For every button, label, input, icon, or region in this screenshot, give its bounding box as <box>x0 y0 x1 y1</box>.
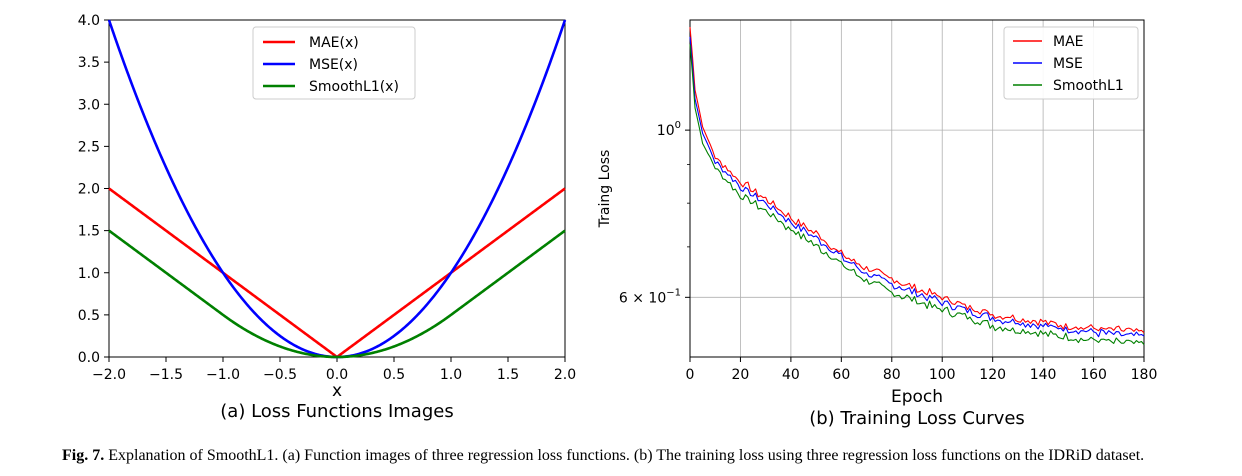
chart-b-xtick-label: 180 <box>1131 367 1158 383</box>
chart-a-legend-box <box>252 26 416 100</box>
chart-b-axes-frame <box>689 19 1145 358</box>
chart-b-xtick-label: 140 <box>1030 367 1057 383</box>
chart-b-legend-label-smoothl1: SmoothL1 <box>1053 78 1124 94</box>
chart-a-ytick-label: 2.0 <box>78 182 100 198</box>
chart-b-legend-label-mse: MSE <box>1053 56 1083 72</box>
chart-b: 0 20 40 60 80 100 120 140 160 180 100 6 × 10−1 Epoch… <box>597 19 1158 429</box>
chart-a-legend-label-smoothl1-x: SmoothL1(x) <box>309 79 399 95</box>
chart-b-ytick-label: 6 × 10−1 <box>619 287 681 306</box>
chart-b-ylabel: Traing Loss <box>597 150 613 229</box>
chart-a-ytick-label: 4.0 <box>78 13 100 29</box>
figure-caption: Fig. 7. Explanation of SmoothL1. (a) Fun… <box>62 447 1232 465</box>
caption-text: Explanation of SmoothL1. (a) Function im… <box>108 447 1145 464</box>
caption-label: Fig. 7. <box>62 447 105 464</box>
chart-b-xtick-label: 0 <box>686 367 695 383</box>
chart-a-xtick-label: 1.5 <box>497 367 519 383</box>
chart-a: −2.0 −1.5 −1.0 −0.5 0.0 0.5 1.0 1.5 2.0 0.0 0.5 1.0… <box>78 13 576 422</box>
chart-a-ytick-label: 2.5 <box>78 139 100 155</box>
chart-a-xtick-label: −1.0 <box>206 367 240 383</box>
chart-a-ytick-label: 3.0 <box>78 97 100 113</box>
chart-b-series-smoothl1 <box>689 44 1145 345</box>
chart-a-ytick-label: 1.0 <box>78 266 100 282</box>
chart-b-xtick-label: 100 <box>929 367 956 383</box>
chart-b-legend-label-mae: MAE <box>1053 34 1084 50</box>
chart-a-xtick-label: −0.5 <box>263 367 297 383</box>
chart-a-ytick-label: 1.5 <box>78 224 100 240</box>
chart-a-legend: MAE(x) MSE(x) SmoothL1(x) <box>252 26 416 100</box>
chart-a-legend-label-mse-x: MSE(x) <box>309 57 358 73</box>
chart-a-xtick-label: −2.0 <box>92 367 126 383</box>
chart-b-series-mae <box>689 27 1145 334</box>
chart-a-xtick-label: 0.0 <box>326 367 348 383</box>
chart-b-xtick-label: 60 <box>832 367 850 383</box>
chart-b-xtick-label: 20 <box>732 367 750 383</box>
chart-b-legend-box <box>1003 26 1139 100</box>
chart-b-ytick-label: 100 <box>657 120 681 139</box>
chart-a-xlabel: x <box>332 381 342 401</box>
chart-a-ytick-label: 0.0 <box>78 350 100 366</box>
chart-a-series-smoothl1-x <box>108 229 566 359</box>
chart-b-xlabel: Epoch <box>891 387 943 407</box>
chart-a-series-mae-x <box>108 187 566 359</box>
chart-b-legend: MAE MSE SmoothL1 <box>1003 26 1139 100</box>
chart-b-series-mse <box>689 36 1145 338</box>
chart-b-title: (b) Training Loss Curves <box>809 408 1025 429</box>
figure: −2.0 −1.5 −1.0 −0.5 0.0 0.5 1.0 1.5 2.0 0.0 0.5 1.0… <box>78 13 1158 429</box>
chart-a-xtick-label: 1.0 <box>440 367 462 383</box>
chart-a-xtick-label: 0.5 <box>383 367 405 383</box>
chart-a-title: (a) Loss Functions Images <box>220 401 453 422</box>
chart-b-xtick-label: 40 <box>782 367 800 383</box>
chart-a-ytick-label: 0.5 <box>78 308 100 324</box>
chart-a-xtick-label: 2.0 <box>554 367 576 383</box>
chart-b-xtick-label: 80 <box>883 367 901 383</box>
chart-b-xtick-label: 160 <box>1080 367 1107 383</box>
chart-a-legend-label-mae-x: MAE(x) <box>309 35 359 51</box>
chart-a-xtick-label: −1.5 <box>149 367 183 383</box>
chart-b-xtick-label: 120 <box>979 367 1006 383</box>
chart-a-ytick-label: 3.5 <box>78 55 100 71</box>
